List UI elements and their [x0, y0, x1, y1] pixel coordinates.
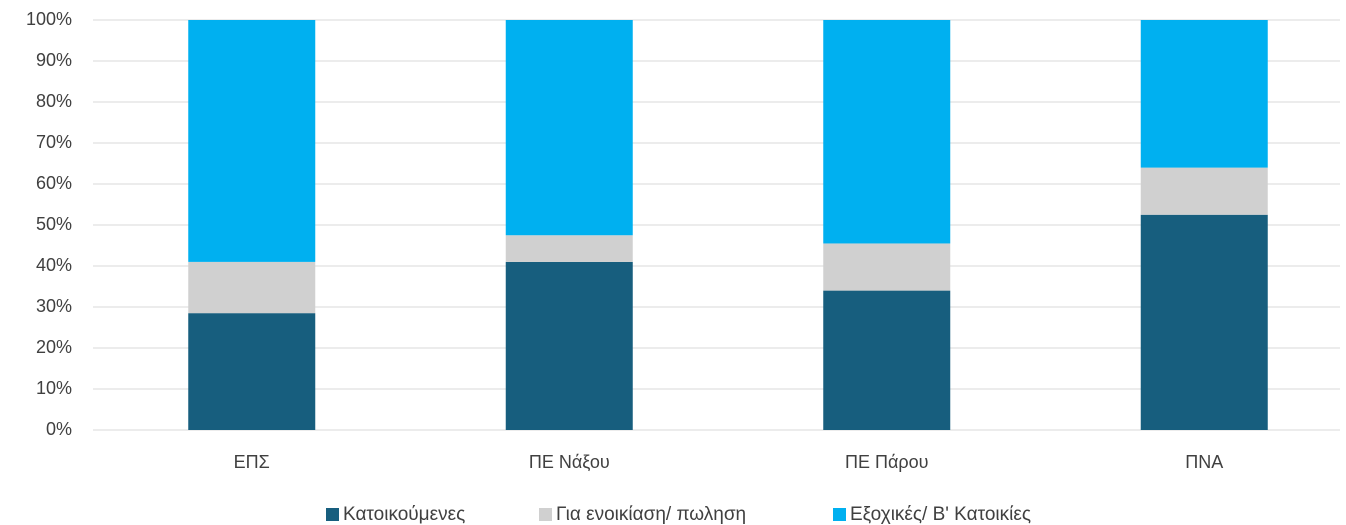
bar-segment: [823, 20, 951, 244]
legend-swatch: [539, 508, 552, 521]
bar-segment: [1140, 20, 1268, 168]
x-tick-label: ΠΕ Νάξου: [529, 452, 610, 472]
y-tick-label: 80%: [36, 91, 72, 111]
x-tick-label: ΕΠΣ: [234, 452, 270, 472]
bar-segment: [505, 235, 633, 262]
bar-segment: [1140, 214, 1268, 430]
bar-segment: [188, 313, 316, 430]
legend-label: Εξοχικές/ Β' Κατοικίες: [850, 504, 1031, 525]
legend-label: Για ενοικίαση/ πωληση: [556, 504, 746, 525]
bar-segment: [1140, 167, 1268, 215]
y-tick-label: 10%: [36, 378, 72, 398]
bar-segment: [505, 261, 633, 430]
y-tick-label: 0%: [46, 419, 72, 439]
x-tick-label: ΠΕ Πάρου: [845, 452, 929, 472]
bar-segment: [505, 20, 633, 236]
y-tick-label: 70%: [36, 132, 72, 152]
bar-segment: [188, 261, 316, 314]
bar-segment: [823, 290, 951, 430]
x-tick-label: ΠΝΑ: [1185, 452, 1223, 472]
legend-swatch: [326, 508, 339, 521]
y-tick-label: 90%: [36, 50, 72, 70]
legend-swatch: [833, 508, 846, 521]
y-tick-label: 60%: [36, 173, 72, 193]
bar-segment: [823, 243, 951, 291]
y-tick-label: 100%: [26, 9, 72, 29]
bar-segment: [188, 20, 316, 262]
y-tick-label: 30%: [36, 296, 72, 316]
y-tick-label: 40%: [36, 255, 72, 275]
y-tick-label: 50%: [36, 214, 72, 234]
y-tick-label: 20%: [36, 337, 72, 357]
legend-label: Κατοικούμενες: [343, 504, 465, 525]
